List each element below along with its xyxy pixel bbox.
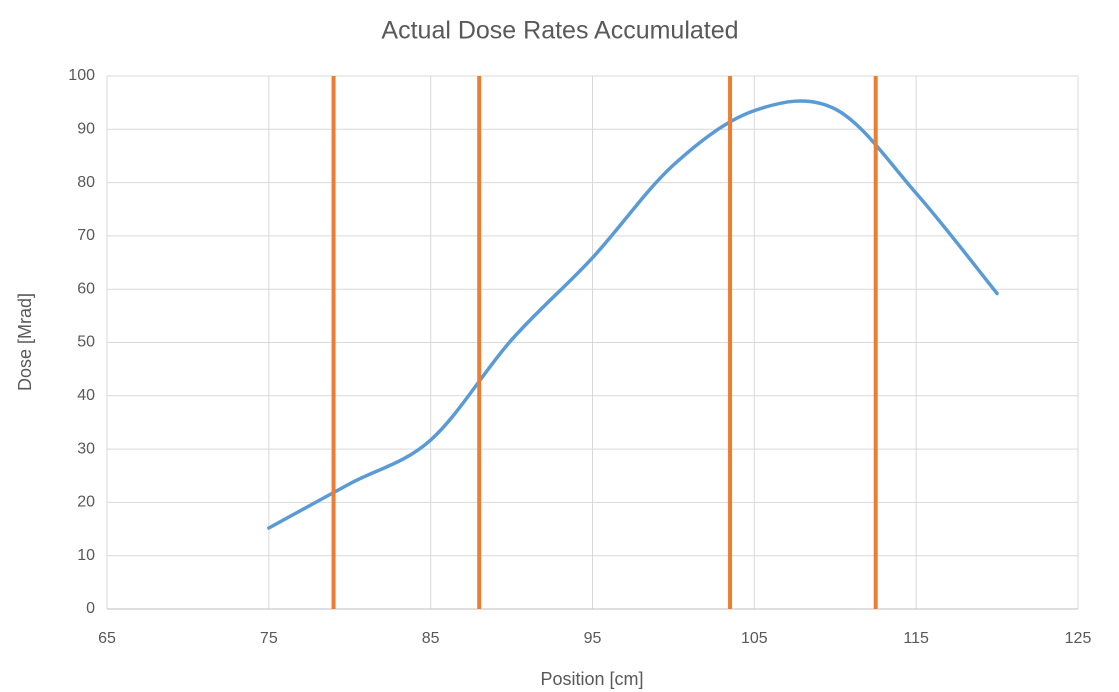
y-tick-label: 80	[77, 174, 95, 191]
y-tick-label: 20	[77, 494, 95, 511]
y-tick-label: 90	[77, 121, 95, 138]
data-line	[267, 99, 999, 530]
x-tick-label: 115	[903, 630, 929, 647]
y-tick-label: 30	[77, 440, 95, 457]
y-tick-label: 40	[77, 387, 95, 404]
y-tick-label: 50	[77, 334, 95, 351]
y-tick-label: 0	[86, 600, 95, 617]
x-tick-label: 85	[422, 630, 440, 647]
y-tick-label: 70	[77, 227, 95, 244]
x-tick-label: 105	[741, 630, 768, 647]
chart-title: Actual Dose Rates Accumulated	[381, 17, 738, 45]
x-tick-label: 125	[1065, 630, 1092, 647]
y-axis-label: Dose [Mrad]	[15, 293, 35, 391]
x-tick-label: 75	[260, 630, 278, 647]
y-tick-label: 10	[77, 547, 95, 564]
y-tick-label: 100	[68, 67, 95, 84]
y-tick-label: 60	[77, 280, 95, 297]
x-axis-label: Position [cm]	[540, 669, 643, 689]
x-tick-label: 95	[584, 630, 602, 647]
x-tick-label: 65	[98, 630, 116, 647]
